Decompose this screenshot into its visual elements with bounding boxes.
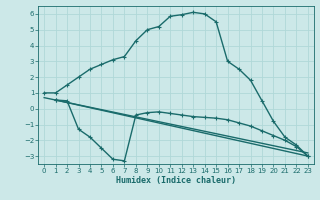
X-axis label: Humidex (Indice chaleur): Humidex (Indice chaleur) xyxy=(116,176,236,185)
